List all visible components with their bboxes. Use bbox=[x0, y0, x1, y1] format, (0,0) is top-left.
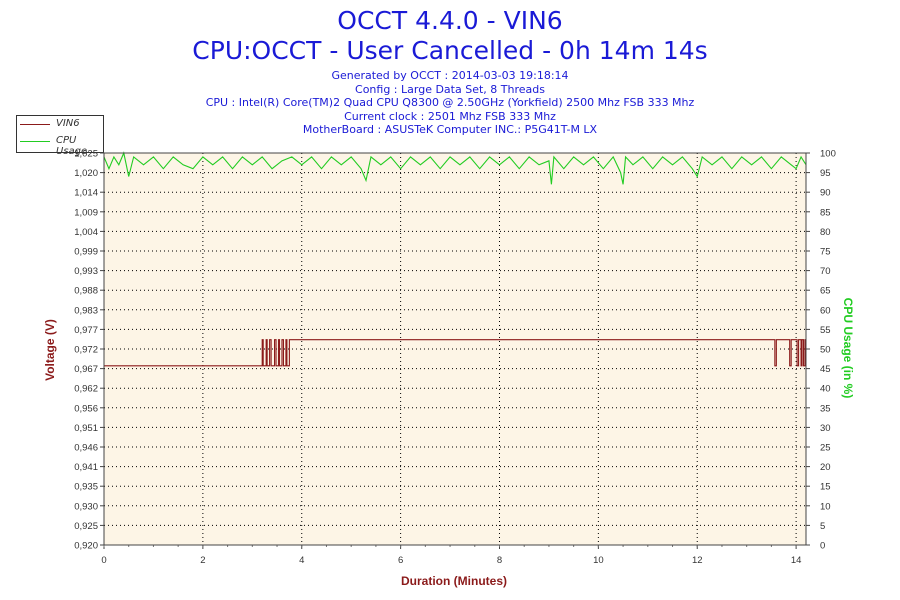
x-tick-label: 0 bbox=[101, 555, 106, 566]
y-right-tick-label: 90 bbox=[820, 188, 831, 199]
chart-legend: VIN6 CPU Usage bbox=[16, 115, 104, 157]
y-left-tick-label: 0,967 bbox=[74, 364, 98, 375]
y-right-tick-label: 45 bbox=[820, 364, 831, 375]
y-right-tick-label: 85 bbox=[820, 207, 831, 218]
y-right-tick-label: 20 bbox=[820, 462, 831, 473]
y-left-tick-label: 0,925 bbox=[74, 521, 98, 532]
y-left-tick-label: 1,025 bbox=[74, 149, 98, 160]
y-right-axis-label: CPU Usage (in %) bbox=[841, 298, 855, 399]
y-right-tick-label: 50 bbox=[820, 345, 831, 356]
y-right-tick-label: 70 bbox=[820, 266, 831, 277]
y-left-tick-label: 1,020 bbox=[74, 168, 98, 179]
y-left-tick-label: 0,983 bbox=[74, 305, 98, 316]
y-right-tick-label: 95 bbox=[820, 168, 831, 179]
y-right-tick-label: 60 bbox=[820, 305, 831, 316]
x-tick-label: 8 bbox=[497, 555, 502, 566]
y-right-tick-label: 10 bbox=[820, 501, 831, 512]
y-left-tick-label: 0,956 bbox=[74, 403, 98, 414]
info-config: Config : Large Data Set, 8 Threads bbox=[355, 82, 545, 96]
y-left-tick-label: 0,977 bbox=[74, 325, 98, 336]
y-right-tick-label: 30 bbox=[820, 423, 831, 434]
legend-item-cpu: CPU Usage bbox=[17, 135, 103, 157]
y-right-tick-label: 65 bbox=[820, 286, 831, 297]
legend-item-vin6: VIN6 bbox=[17, 118, 103, 132]
y-left-tick-label: 0,999 bbox=[74, 247, 98, 258]
x-tick-label: 2 bbox=[200, 555, 205, 566]
chart-title: OCCT 4.4.0 - VIN6 bbox=[337, 6, 563, 35]
legend-swatch-cpu bbox=[20, 141, 50, 142]
y-right-tick-label: 80 bbox=[820, 227, 831, 238]
y-left-tick-label: 0,946 bbox=[74, 443, 98, 454]
y-left-tick-label: 0,972 bbox=[74, 345, 98, 356]
series-lines bbox=[103, 151, 807, 367]
y-left-tick-label: 0,930 bbox=[74, 501, 98, 512]
y-left-tick-label: 0,962 bbox=[74, 384, 98, 395]
legend-swatch-vin6 bbox=[20, 124, 50, 125]
plot-border bbox=[103, 152, 807, 546]
y-left-tick-label: 0,935 bbox=[74, 482, 98, 493]
y-right-axis-ticks: 0 5 10 15 20 25 30 35 40 45 50 55 60 65 70 75 80 85 90 95 10… bbox=[806, 149, 836, 552]
x-tick-label: 14 bbox=[791, 555, 802, 566]
y-left-axis-ticks: 0,920 0,925 0,930 0,935 0,941 0,946 0,951 0,956… bbox=[74, 149, 104, 552]
x-tick-label: 12 bbox=[692, 555, 703, 566]
y-left-tick-label: 0,988 bbox=[74, 286, 98, 297]
y-right-tick-label: 100 bbox=[820, 149, 836, 160]
y-left-tick-label: 1,009 bbox=[74, 207, 98, 218]
legend-label-cpu: CPU Usage bbox=[56, 135, 88, 157]
chart-info: Generated by OCCT : 2014-03-03 19:18:14 … bbox=[0, 69, 900, 137]
x-tick-label: 6 bbox=[398, 555, 403, 566]
y-right-tick-label: 25 bbox=[820, 443, 831, 454]
x-tick-label: 10 bbox=[593, 555, 604, 566]
y-left-tick-label: 0,993 bbox=[74, 266, 98, 277]
y-right-tick-label: 5 bbox=[820, 521, 825, 532]
legend-label-vin6: VIN6 bbox=[56, 118, 80, 129]
y-left-axis-label: Voltage (V) bbox=[43, 319, 57, 381]
y-left-tick-label: 0,941 bbox=[74, 462, 98, 473]
grid-lines bbox=[104, 153, 806, 545]
x-tick-label: 4 bbox=[299, 555, 304, 566]
y-left-tick-label: 0,920 bbox=[74, 541, 98, 552]
chart-subtitle: CPU:OCCT - User Cancelled - 0h 14m 14s bbox=[192, 36, 708, 65]
info-clock: Current clock : 2501 Mhz FSB 333 Mhz bbox=[344, 109, 556, 123]
y-right-tick-label: 15 bbox=[820, 482, 831, 493]
info-cpu: CPU : Intel(R) Core(TM)2 Quad CPU Q8300 … bbox=[205, 96, 695, 110]
x-axis-ticks: 0 2 4 6 8 10 12 14 bbox=[101, 545, 801, 566]
y-right-tick-label: 55 bbox=[820, 325, 831, 336]
y-left-tick-label: 1,014 bbox=[74, 188, 98, 199]
y-left-tick-label: 0,951 bbox=[74, 423, 98, 434]
info-motherboard: MotherBoard : ASUSTeK Computer INC.: P5G… bbox=[302, 123, 598, 137]
y-right-tick-label: 35 bbox=[820, 403, 831, 414]
y-right-tick-label: 0 bbox=[820, 541, 825, 552]
y-left-tick-label: 1,004 bbox=[74, 227, 98, 238]
x-axis-label: Duration (Minutes) bbox=[401, 574, 507, 588]
info-generated: Generated by OCCT : 2014-03-03 19:18:14 bbox=[331, 69, 569, 82]
y-right-tick-label: 75 bbox=[820, 247, 831, 258]
y-right-tick-label: 40 bbox=[820, 384, 831, 395]
series-line-cpu-usage bbox=[103, 151, 807, 185]
series-line-vin6 bbox=[104, 339, 806, 367]
